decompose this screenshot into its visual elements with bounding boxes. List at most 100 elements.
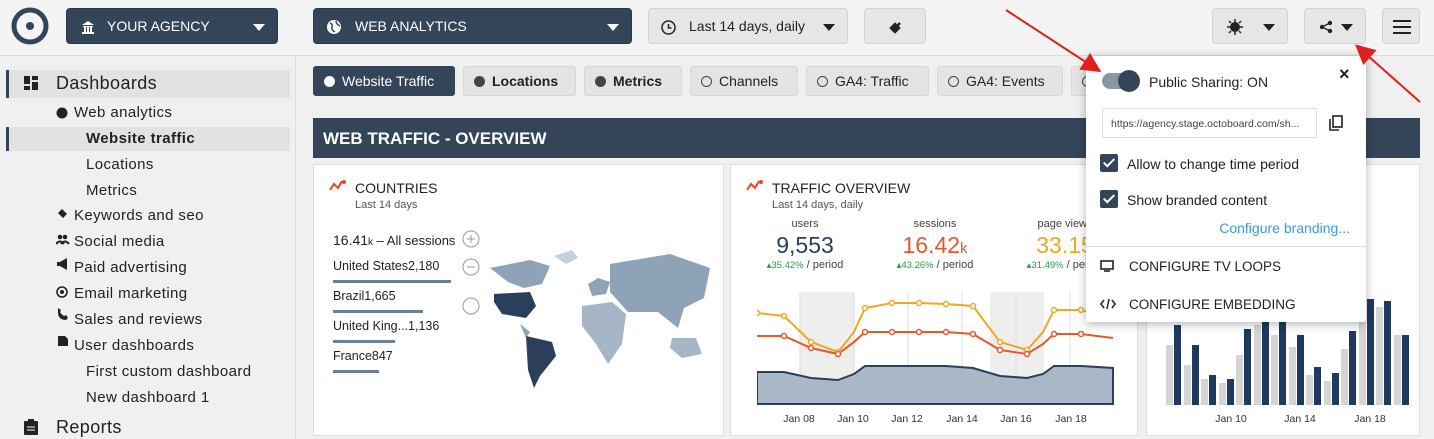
tab[interactable]: GA4: Events <box>937 66 1063 96</box>
tab-label: Locations <box>492 73 559 89</box>
nav-item[interactable]: Social media <box>74 233 165 250</box>
x-label: Jan 14 <box>1284 413 1316 425</box>
nav-item[interactable]: Website traffic <box>86 130 196 147</box>
reports-icon <box>24 419 38 435</box>
metric-value: 9,553 <box>776 232 834 258</box>
country-name: United King... <box>333 319 409 333</box>
x-label: Jan 18 <box>1055 413 1087 425</box>
x-label: Jan 18 <box>1354 413 1386 425</box>
metric: sessions 16.42k ▴43.26% / period <box>870 218 1000 271</box>
metric-value: 33.15 <box>1036 232 1094 258</box>
sharing-toggle[interactable] <box>1102 70 1140 92</box>
section-title: WEB TRAFFIC - OVERVIEW <box>323 129 547 148</box>
card-icon <box>746 180 763 191</box>
share-button[interactable] <box>1304 8 1366 44</box>
nav-item[interactable]: Reports <box>56 417 122 437</box>
metric-period: / period <box>936 259 974 271</box>
total-unit: k <box>368 237 374 248</box>
country-row: United States2,180 <box>333 259 451 283</box>
tab[interactable]: Channels <box>690 66 798 96</box>
bar-chart <box>1166 299 1409 405</box>
copy-button[interactable] <box>1329 115 1343 131</box>
nav-item[interactable]: New dashboard 1 <box>86 389 210 406</box>
country-name: United States <box>333 259 409 273</box>
tab[interactable]: Metrics <box>584 66 682 96</box>
traffic-chart <box>757 292 1114 405</box>
metric-change: ▴35.42% <box>766 260 804 271</box>
tab-label: GA4: Traffic <box>835 73 909 89</box>
menu-item[interactable]: CONFIGURE TV LOOPS <box>1129 259 1282 274</box>
country-row: United King...1,136 <box>333 319 451 343</box>
nav-item[interactable]: First custom dashboard <box>86 363 252 380</box>
code-icon <box>1100 298 1116 310</box>
period-dropdown[interactable]: Last 14 days, daily <box>648 8 848 44</box>
option-label: Show branded content <box>1127 192 1268 208</box>
card-title: TRAFFIC OVERVIEW <box>772 180 911 196</box>
nav-item[interactable]: Web analytics <box>74 104 173 121</box>
metric-label: users <box>791 218 819 230</box>
x-label: Jan 10 <box>1215 413 1247 425</box>
x-label: Jan 16 <box>1000 413 1032 425</box>
nav-item[interactable]: Sales and reviews <box>74 311 203 328</box>
country-value: 1,136 <box>408 319 440 333</box>
plug-button[interactable] <box>864 8 926 44</box>
x-label: Jan 08 <box>783 413 815 425</box>
tab-label: Channels <box>719 73 779 89</box>
nav-item[interactable]: Keywords and seo <box>74 207 204 224</box>
x-label: Jan 14 <box>946 413 978 425</box>
metrics: users 9,553 ▴35.42% / period sessions 16… <box>740 218 1130 278</box>
total-label: – All sessions <box>376 233 456 248</box>
branding-link[interactable]: Configure branding... <box>1219 220 1350 236</box>
nav-icons <box>56 107 70 346</box>
nav-item[interactable]: Dashboards <box>56 73 158 93</box>
period-label: Last 14 days, daily <box>689 18 805 34</box>
agency-label: YOUR AGENCY <box>107 18 210 34</box>
total-value: 16.41 <box>333 232 369 248</box>
menu-item[interactable]: CONFIGURE EMBEDDING <box>1129 297 1296 312</box>
tab[interactable]: Website Traffic <box>313 66 455 96</box>
dashboard-dropdown[interactable]: WEB ANALYTICS <box>313 8 632 44</box>
tv-icon <box>1100 260 1114 272</box>
nav-item[interactable]: Locations <box>86 156 154 173</box>
card-subtitle: Last 14 days, daily <box>772 199 864 211</box>
active-highlight <box>6 127 290 151</box>
share-url[interactable]: https://agency.stage.octoboard.com/sh... <box>1102 108 1317 138</box>
dashboard-icon <box>24 76 38 90</box>
country-value: 847 <box>371 349 393 363</box>
total: 16.41k – All sessions <box>333 232 455 248</box>
country-name: France <box>333 349 372 363</box>
tab[interactable]: Locations <box>463 66 576 96</box>
country-value: 2,180 <box>408 259 440 273</box>
country-value: 1,665 <box>364 289 396 303</box>
dashboard-label: WEB ANALYTICS <box>355 18 467 34</box>
nav-item[interactable]: User dashboards <box>74 337 195 354</box>
tab[interactable]: GA4: Traffic <box>806 66 929 96</box>
theme-button[interactable] <box>1212 8 1288 44</box>
tab-label: Website Traffic <box>342 73 435 89</box>
close-button[interactable]: × <box>1339 64 1350 84</box>
metric-unit: k <box>960 240 968 257</box>
checkbox[interactable] <box>1100 154 1118 172</box>
logo <box>11 7 49 45</box>
world-map <box>462 230 710 388</box>
country-name: Brazil <box>333 289 365 303</box>
menu-button[interactable] <box>1382 8 1420 44</box>
metric-value: 16.42 <box>902 232 961 258</box>
nav-item[interactable]: Email marketing <box>74 285 188 302</box>
sharing-popup: Public Sharing: ON × https://agency.stag… <box>1086 56 1366 322</box>
agency-dropdown[interactable]: YOUR AGENCY <box>66 8 278 44</box>
metric: users 9,553 ▴35.42% / period <box>740 218 870 271</box>
nav-item[interactable]: Paid advertising <box>74 259 188 276</box>
checkbox[interactable] <box>1100 190 1118 208</box>
active-highlight <box>6 70 290 98</box>
card-subtitle: Last 14 days <box>355 199 418 211</box>
metric-change: ▴31.49% <box>1026 260 1064 271</box>
tab-label: Metrics <box>613 73 663 89</box>
x-label: Jan 10 <box>837 413 869 425</box>
sharing-status: Public Sharing: ON <box>1149 74 1269 90</box>
metric-period: / period <box>806 259 844 271</box>
card-icon <box>329 180 346 191</box>
nav-item[interactable]: Metrics <box>86 182 138 199</box>
metric-label: page views <box>1037 218 1093 230</box>
